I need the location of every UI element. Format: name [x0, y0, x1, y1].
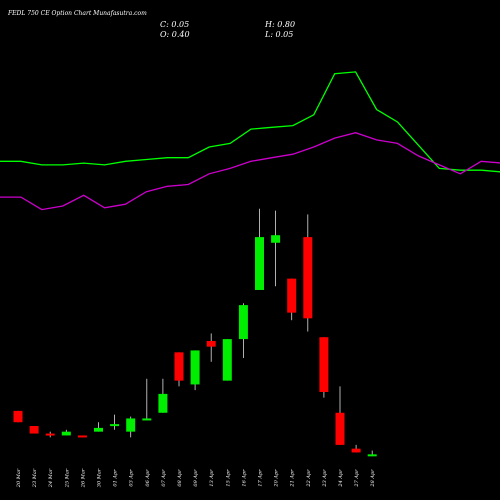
candle-up	[367, 454, 377, 457]
candle-down	[351, 448, 361, 453]
candle-up	[110, 424, 120, 427]
x-tick-label: 21 Apr	[290, 469, 296, 488]
chart-title: FEDL 750 CE Option Chart Munafasutra.com	[7, 10, 147, 17]
candle-up	[222, 339, 232, 381]
x-tick-label: 07 Apr	[161, 469, 167, 487]
candle-down	[45, 433, 55, 436]
x-tick-label: 22 Apr	[306, 469, 312, 488]
x-tick-label: 26 Mar	[80, 468, 86, 488]
candle-up	[238, 305, 248, 340]
candle-up	[271, 235, 281, 243]
magenta-average-line	[0, 132, 500, 211]
candle-up	[61, 431, 71, 436]
low-value: L: 0.05	[264, 30, 293, 39]
x-tick-label: 24 Mar	[48, 468, 54, 488]
candle-down	[206, 340, 216, 347]
candle-down	[303, 237, 313, 319]
candle-up	[94, 427, 103, 432]
x-tick-label: 25 Mar	[64, 468, 70, 488]
x-axis-ticks: 20 Mar 23 Mar 24 Mar 25 Mar 26 Mar 30 Mar 01 A…	[16, 468, 376, 488]
x-tick-label: 15 Apr	[225, 469, 231, 487]
x-tick-label: 01 Apr	[113, 469, 119, 487]
x-tick-label: 20 Mar	[16, 468, 22, 488]
x-tick-label: 13 Apr	[209, 469, 215, 487]
close-value: C: 0.05	[160, 20, 189, 29]
candle-up	[126, 418, 136, 432]
x-tick-label: 30 Mar	[97, 468, 103, 487]
candle-up	[255, 237, 264, 290]
candles	[13, 208, 377, 457]
indicator-lines	[0, 71, 500, 211]
x-tick-label: 08 Apr	[177, 469, 183, 487]
x-tick-label: 03 Apr	[129, 469, 135, 487]
x-tick-label: 17 Apr	[258, 469, 264, 487]
candle-down	[287, 278, 297, 313]
x-tick-label: 06 Apr	[145, 469, 151, 487]
x-tick-label: 28 Apr	[370, 469, 376, 488]
candle-down	[174, 352, 184, 381]
x-tick-label: 23 Apr	[322, 469, 328, 488]
candle-up	[142, 418, 152, 421]
candle-down	[77, 435, 87, 438]
x-tick-label: 23 Mar	[32, 468, 38, 488]
x-tick-label: 24 Apr	[338, 469, 344, 488]
x-tick-label: 09 Apr	[193, 469, 199, 487]
x-tick-label: 27 Apr	[354, 469, 360, 488]
green-average-line	[0, 71, 500, 173]
open-value: O: 0.40	[160, 30, 190, 39]
candle-up	[158, 393, 168, 413]
candle-up	[190, 350, 200, 385]
candle-down	[319, 337, 329, 392]
x-tick-label: 20 Apr	[274, 469, 280, 488]
x-tick-label: 16 Apr	[241, 469, 247, 487]
candle-down	[29, 425, 39, 434]
candle-down	[335, 412, 345, 445]
candle-down	[13, 410, 23, 423]
high-value: H: 0.80	[264, 20, 295, 29]
